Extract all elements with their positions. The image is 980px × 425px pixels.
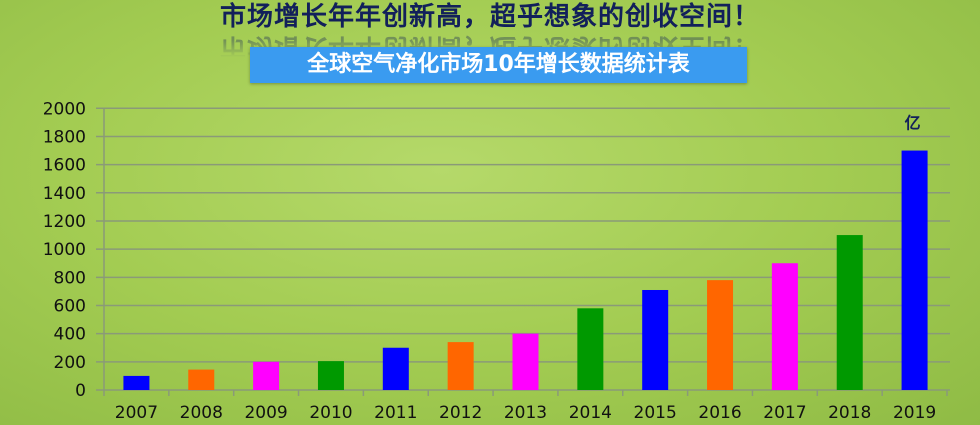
bar bbox=[642, 289, 669, 390]
x-tick-label: 2007 bbox=[115, 403, 158, 423]
y-tick-label: 2000 bbox=[43, 99, 86, 119]
x-tick-label: 2017 bbox=[763, 403, 806, 423]
y-tick-label: 600 bbox=[54, 296, 86, 316]
bar bbox=[253, 361, 280, 390]
y-tick-label: 1800 bbox=[43, 127, 86, 147]
x-tick-label: 2013 bbox=[504, 403, 547, 423]
x-tick-label: 2016 bbox=[698, 403, 741, 423]
y-tick-label: 200 bbox=[54, 353, 86, 373]
bar bbox=[512, 333, 539, 390]
y-tick-label: 1600 bbox=[43, 156, 86, 176]
x-tick-label: 2009 bbox=[244, 403, 287, 423]
y-tick-label: 1000 bbox=[43, 240, 86, 260]
bar bbox=[188, 369, 215, 390]
y-tick-label: 1400 bbox=[43, 184, 86, 204]
x-tick-label: 2011 bbox=[374, 403, 417, 423]
bar bbox=[123, 375, 150, 390]
bar bbox=[771, 263, 798, 390]
headline: 市场增长年年创新高，超乎想象的创收空间！ bbox=[219, 2, 760, 32]
chart-title: 全球空气净化市场10年增长数据统计表 bbox=[250, 47, 747, 83]
x-tick-label: 2014 bbox=[569, 403, 612, 423]
x-tick-label: 2012 bbox=[439, 403, 482, 423]
x-tick-label: 2010 bbox=[309, 403, 352, 423]
x-tick-label: 2019 bbox=[893, 403, 936, 423]
bar bbox=[317, 361, 344, 390]
bar bbox=[836, 235, 863, 390]
bar bbox=[901, 150, 928, 390]
bar bbox=[707, 280, 734, 390]
y-tick-label: 400 bbox=[54, 325, 86, 345]
bar bbox=[382, 347, 409, 390]
y-tick-label: 800 bbox=[54, 268, 86, 288]
unit-label: 亿 bbox=[905, 114, 921, 133]
x-tick-label: 2015 bbox=[634, 403, 677, 423]
y-tick-label: 0 bbox=[75, 381, 86, 401]
bar bbox=[447, 342, 474, 390]
bar bbox=[577, 308, 604, 390]
y-tick-label: 1200 bbox=[43, 212, 86, 232]
x-tick-label: 2018 bbox=[828, 403, 871, 423]
x-tick-label: 2008 bbox=[180, 403, 223, 423]
